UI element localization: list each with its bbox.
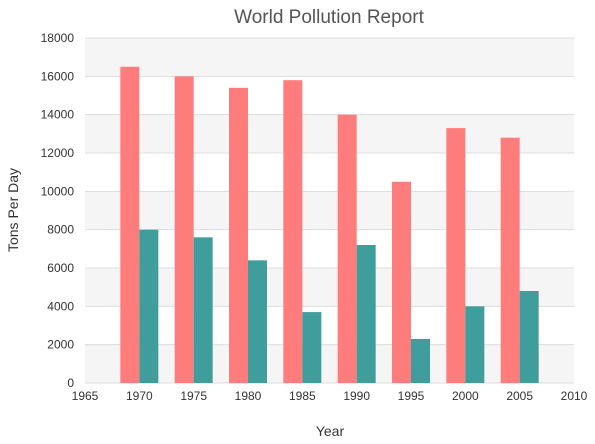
chart-title: World Pollution Report: [234, 7, 424, 28]
grid-band: [85, 114, 574, 153]
x-tick-label: 1975: [180, 389, 207, 403]
bar: [229, 87, 248, 383]
y-tick-label: 14000: [41, 108, 75, 122]
bar: [120, 66, 140, 383]
bar: [356, 245, 376, 383]
bar: [446, 128, 466, 383]
y-tick-label: 2000: [47, 338, 74, 352]
bar: [519, 291, 539, 383]
y-tick-label: 16000: [41, 69, 75, 83]
y-tick-label: 12000: [41, 146, 75, 160]
bar: [302, 312, 322, 383]
bar: [193, 237, 213, 383]
grid-band: [85, 191, 574, 230]
bars: [120, 66, 539, 384]
y-tick-label: 4000: [47, 299, 74, 313]
gridlines: [85, 37, 574, 384]
plot-background-bands: [85, 38, 574, 383]
bar: [337, 114, 357, 384]
grid-band: [85, 38, 574, 77]
bar: [248, 260, 267, 383]
y-tick-label: 18000: [41, 31, 75, 45]
x-tick-label: 1970: [126, 389, 153, 403]
x-tick-label: 1980: [235, 389, 262, 403]
bar: [500, 137, 520, 383]
x-axis-ticks: 1965 1970 1975 1980 1985 1990 1995 2000 2005 2010: [72, 389, 588, 403]
bar: [392, 181, 411, 383]
x-tick-label: 2000: [452, 389, 479, 403]
x-tick-label: 2005: [506, 389, 533, 403]
grid-band: [85, 268, 574, 307]
x-axis-title: Year: [316, 423, 345, 439]
bar: [139, 229, 159, 383]
y-axis-ticks: 0 2000 4000 6000 8000 10000 12000 14000 16000 180…: [41, 31, 75, 390]
bar: [465, 306, 485, 383]
grid-band: [85, 344, 574, 383]
y-tick-label: 6000: [47, 261, 74, 275]
x-tick-label: 1985: [289, 389, 316, 403]
y-tick-label: 8000: [47, 223, 74, 237]
bar: [174, 76, 194, 383]
y-tick-label: 0: [67, 376, 74, 390]
bar: [411, 338, 430, 383]
y-axis-title: Tons Per Day: [5, 168, 21, 252]
x-tick-label: 1990: [343, 389, 370, 403]
x-tick-label: 1995: [398, 389, 425, 403]
bar: [283, 80, 303, 384]
y-tick-label: 10000: [41, 184, 75, 198]
x-tick-label: 1965: [72, 389, 99, 403]
x-tick-label: 2010: [561, 389, 588, 403]
